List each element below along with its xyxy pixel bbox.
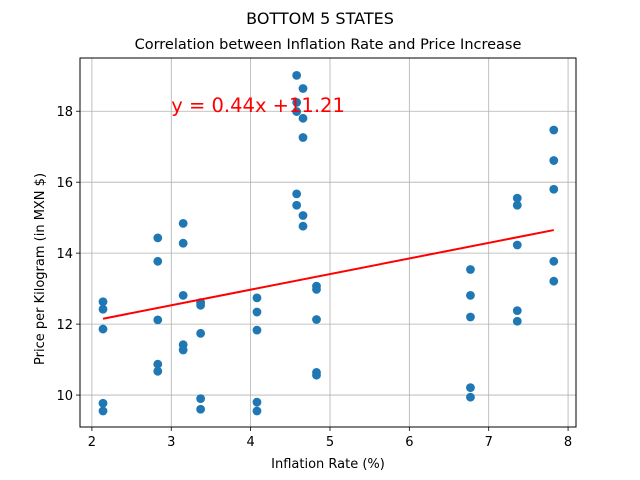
data-point [252, 293, 262, 303]
data-point [178, 290, 188, 300]
data-point [292, 70, 302, 80]
data-point [153, 315, 163, 325]
data-point [98, 304, 108, 314]
data-point [466, 383, 475, 393]
data-point [298, 113, 308, 123]
data-point [512, 240, 522, 250]
x-tick-label: 8 [564, 435, 572, 450]
data-points [98, 70, 559, 416]
data-point [298, 84, 308, 93]
data-point [312, 370, 321, 380]
x-tick-label: 7 [485, 435, 493, 450]
data-point [178, 218, 188, 228]
data-point [196, 394, 206, 404]
x-tick-label: 5 [326, 435, 334, 450]
data-point [196, 328, 206, 338]
y-tick-label: 16 [56, 176, 73, 191]
data-point [298, 133, 308, 142]
y-tick-label: 10 [56, 389, 73, 404]
data-point [98, 324, 108, 334]
regression-line [102, 229, 554, 320]
data-point [252, 325, 262, 335]
data-point [98, 406, 108, 416]
data-point [298, 211, 308, 220]
data-point [312, 315, 321, 324]
data-point [153, 256, 163, 266]
plot-frame [79, 57, 577, 428]
data-point [549, 184, 559, 194]
data-point [549, 125, 559, 135]
data-point [98, 398, 108, 408]
data-point [549, 276, 559, 286]
data-point [292, 189, 302, 199]
data-point [252, 397, 262, 407]
x-axis-label: Inflation Rate (%) [271, 457, 385, 472]
data-point [153, 366, 163, 376]
x-axis-ticks: 2 3 4 5 6 7 8 [88, 427, 572, 450]
y-axis-ticks: 10 12 14 16 18 [56, 105, 80, 404]
data-point [466, 312, 475, 322]
axes-frame [79, 57, 577, 428]
data-point [466, 290, 475, 300]
data-point [298, 221, 308, 231]
data-point [549, 156, 559, 165]
data-point [312, 284, 321, 294]
y-tick-label: 14 [56, 247, 73, 262]
data-point [512, 193, 522, 203]
data-point [178, 345, 188, 355]
chart-title: Correlation between Inflation Rate and P… [135, 37, 522, 53]
y-axis-label: Price per Kilogram (in MXN $) [33, 173, 48, 365]
data-point [178, 238, 188, 248]
data-point [466, 392, 475, 402]
data-point [512, 200, 522, 210]
data-point [252, 406, 262, 416]
data-point [292, 200, 302, 210]
y-tick-label: 18 [56, 105, 73, 120]
data-point [512, 306, 522, 316]
data-point [196, 300, 206, 310]
regression-equation-label: y = 0.44x +11.21 [171, 94, 345, 117]
figure-suptitle: BOTTOM 5 STATES [246, 9, 394, 28]
regression-line-group [102, 229, 554, 320]
x-tick-label: 6 [405, 435, 413, 450]
data-point [292, 107, 302, 116]
data-point [252, 307, 262, 317]
y-tick-label: 12 [56, 318, 73, 333]
data-point [196, 404, 206, 414]
x-tick-label: 2 [88, 435, 96, 450]
data-point [292, 97, 302, 107]
data-point [153, 359, 163, 369]
annotation-group: y = 0.44x +11.21 [171, 94, 345, 117]
data-point [549, 256, 559, 266]
data-point [512, 316, 522, 326]
data-point [466, 265, 475, 274]
data-point [153, 233, 163, 243]
data-point [98, 297, 108, 307]
x-tick-label: 3 [167, 435, 175, 450]
x-tick-label: 4 [246, 435, 254, 450]
